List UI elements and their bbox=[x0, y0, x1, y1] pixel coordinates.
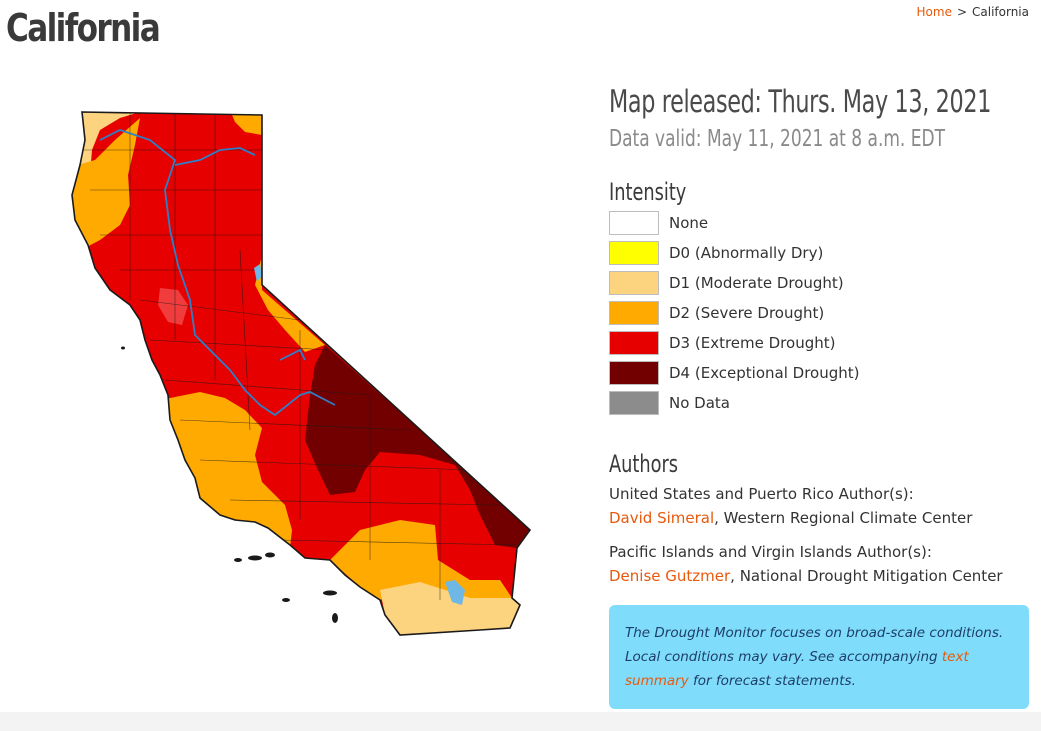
note-text-after: for forecast statements. bbox=[688, 673, 856, 689]
region-d2-northcoast bbox=[72, 118, 140, 248]
intensity-heading: Intensity bbox=[609, 178, 687, 206]
rivers bbox=[99, 129, 336, 417]
breadcrumb: Home > California bbox=[917, 5, 1029, 19]
author-region-pacific: Pacific Islands and Virgin Islands Autho… bbox=[609, 543, 932, 561]
island-santa-cruz bbox=[248, 555, 262, 561]
legend-label-d3: D3 (Extreme Drought) bbox=[669, 334, 836, 352]
region-d2-central-coast bbox=[160, 392, 292, 548]
legend-swatch-d2 bbox=[609, 301, 659, 325]
author-region-us: United States and Puerto Rico Author(s): bbox=[609, 485, 914, 503]
region-d4 bbox=[305, 345, 530, 548]
drought-regions bbox=[72, 112, 530, 635]
legend-item-d4: D4 (Exceptional Drought) bbox=[609, 358, 1034, 388]
legend-label-d2: D2 (Severe Drought) bbox=[669, 304, 825, 322]
river-pit bbox=[174, 147, 256, 166]
author-affiliation-us: , Western Regional Climate Center bbox=[714, 509, 973, 527]
breadcrumb-current: California bbox=[972, 5, 1029, 19]
author-link-denise-gutzmer[interactable]: Denise Gutzmer bbox=[609, 567, 731, 585]
page-title: California bbox=[6, 6, 161, 50]
legend-label-no-data: No Data bbox=[669, 394, 730, 412]
legend-swatch-d3 bbox=[609, 331, 659, 355]
author-link-david-simeral[interactable]: David Simeral bbox=[609, 509, 715, 527]
island-farallon bbox=[121, 346, 125, 350]
legend-item-d0: D0 (Abnormally Dry) bbox=[609, 238, 1034, 268]
legend-label-none: None bbox=[669, 214, 709, 232]
legend-swatch-d4 bbox=[609, 361, 659, 385]
lakes bbox=[254, 264, 465, 605]
intensity-legend: None D0 (Abnormally Dry) D1 (Moderate Dr… bbox=[609, 208, 1034, 418]
authors-heading: Authors bbox=[609, 450, 679, 478]
text-summary-link[interactable]: text summary bbox=[625, 649, 969, 689]
river-san-joaquin bbox=[229, 369, 336, 417]
map-details-panel: Map released: Thurs. May 13, 2021 Data v… bbox=[609, 84, 1034, 588]
island-santa-rosa bbox=[265, 552, 275, 558]
footer-band bbox=[0, 712, 1041, 731]
region-d2-southern bbox=[330, 520, 512, 600]
island-anacapa bbox=[234, 558, 242, 562]
island-san-clemente bbox=[332, 613, 338, 623]
breadcrumb-separator: > bbox=[956, 5, 968, 19]
legend-swatch-d1 bbox=[609, 271, 659, 295]
drought-monitor-note: The Drought Monitor focuses on broad-sca… bbox=[609, 605, 1029, 709]
legend-item-d3: D3 (Extreme Drought) bbox=[609, 328, 1034, 358]
map-released-heading: Map released: Thurs. May 13, 2021 bbox=[609, 84, 992, 120]
data-valid-subheading: Data valid: May 11, 2021 at 8 a.m. EDT bbox=[609, 126, 946, 152]
island-catalina bbox=[323, 590, 337, 596]
breadcrumb-home-link[interactable]: Home bbox=[916, 5, 952, 19]
legend-swatch-no-data bbox=[609, 391, 659, 415]
legend-label-d4: D4 (Exceptional Drought) bbox=[669, 364, 860, 382]
legend-swatch-d0 bbox=[609, 241, 659, 265]
region-d1-south bbox=[380, 582, 520, 635]
author-group-pacific: Pacific Islands and Virgin Islands Autho… bbox=[609, 540, 1034, 588]
region-d3 bbox=[72, 112, 530, 635]
county-lines bbox=[82, 112, 516, 600]
legend-label-d0: D0 (Abnormally Dry) bbox=[669, 244, 824, 262]
legend-swatch-none bbox=[609, 211, 659, 235]
note-text-before: The Drought Monitor focuses on broad-sca… bbox=[625, 625, 1004, 665]
drought-map bbox=[62, 100, 542, 645]
lake-tahoe bbox=[254, 264, 262, 282]
channel-islands bbox=[121, 346, 338, 623]
salton-sea bbox=[445, 580, 465, 605]
legend-item-no-data: No Data bbox=[609, 388, 1034, 418]
legend-item-none: None bbox=[609, 208, 1034, 238]
river-sacramento bbox=[99, 129, 231, 371]
legend-label-d1: D1 (Moderate Drought) bbox=[669, 274, 844, 292]
region-d3-light bbox=[158, 288, 188, 325]
author-affiliation-pacific: , National Drought Mitigation Center bbox=[730, 567, 1003, 585]
river-feather bbox=[279, 348, 306, 361]
legend-item-d2: D2 (Severe Drought) bbox=[609, 298, 1034, 328]
island-san-nicolas bbox=[282, 598, 290, 602]
legend-item-d1: D1 (Moderate Drought) bbox=[609, 268, 1034, 298]
author-group-us: United States and Puerto Rico Author(s):… bbox=[609, 482, 1034, 530]
region-d2-northeast bbox=[230, 112, 262, 135]
